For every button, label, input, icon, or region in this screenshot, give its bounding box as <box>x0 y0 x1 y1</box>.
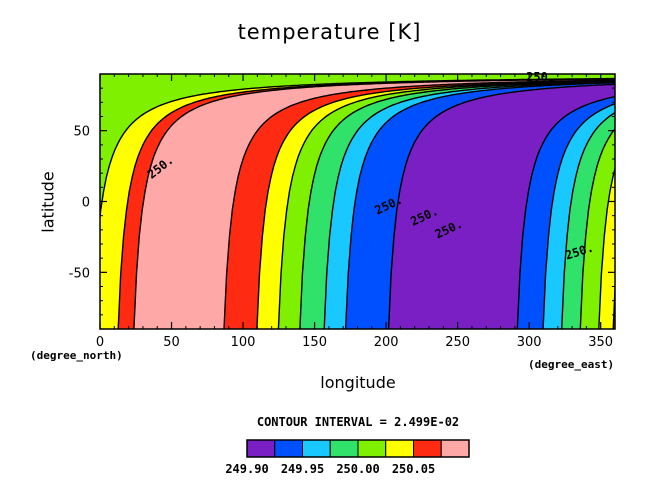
colorbar-tick-label: 250.05 <box>391 462 436 476</box>
contour-line <box>323 81 615 329</box>
contour-line <box>560 111 615 329</box>
contour-line <box>579 127 615 329</box>
colorbar-tick-label: 249.95 <box>280 462 325 476</box>
chart-title: temperature [K] <box>237 20 422 44</box>
contour-band <box>598 168 615 329</box>
x-tick-label: 300 <box>517 335 542 350</box>
y-axis-unit: (degree_north) <box>30 349 123 362</box>
contour-line <box>387 83 615 329</box>
colorbar-frame <box>246 439 470 458</box>
y-tick-label: 0 <box>82 196 90 211</box>
x-axis-label: longitude <box>320 373 396 392</box>
colorbar-swatch <box>385 439 414 458</box>
colorbar-swatch <box>413 439 442 458</box>
contour-line <box>516 95 615 329</box>
x-tick-label: 50 <box>163 335 180 350</box>
contour-line <box>542 103 615 329</box>
y-tick-label: -50 <box>69 266 90 281</box>
colorbar-swatch <box>274 439 303 458</box>
y-axis-label: latitude <box>38 171 58 233</box>
x-tick-label: 0 <box>96 335 104 350</box>
contour-line <box>344 82 615 329</box>
colorbar-swatch <box>329 439 359 458</box>
contour-line <box>223 79 615 329</box>
colorbar-swatch <box>302 439 331 458</box>
x-axis-unit: (degree_east) <box>528 358 615 371</box>
contour-label: 250. <box>526 70 555 84</box>
colorbar-swatch <box>246 439 276 458</box>
contour-interval: CONTOUR INTERVAL = 2.499E-02 <box>256 415 460 429</box>
x-tick-label: 350 <box>588 335 613 350</box>
colorbar-swatch <box>440 439 470 458</box>
x-tick-label: 250 <box>445 335 470 350</box>
y-tick-label: 50 <box>73 125 90 140</box>
colorbar-tick-label: 249.90 <box>225 462 269 476</box>
contour-line <box>299 80 615 329</box>
colorbar-swatch <box>357 439 387 458</box>
x-tick-label: 200 <box>374 335 399 350</box>
colorbar-tick-label: 250.00 <box>336 462 380 476</box>
x-tick-label: 150 <box>302 335 327 350</box>
contour-line <box>133 78 615 329</box>
x-tick-label: 100 <box>231 335 256 350</box>
